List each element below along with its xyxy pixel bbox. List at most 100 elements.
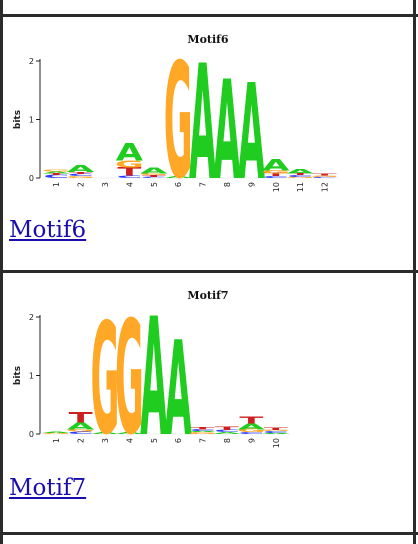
x-tick-label: 9 xyxy=(247,182,256,187)
logo-letter-G: G xyxy=(42,169,71,172)
logo-letter-A: A xyxy=(238,422,266,432)
y-tick-label: 1 xyxy=(29,116,34,125)
logo-letter-A: A xyxy=(165,315,192,465)
y-tick-label: 2 xyxy=(29,57,34,66)
logo-letter-A: A xyxy=(116,432,144,435)
logo-letter-G: G xyxy=(91,292,120,469)
logo-letter-T: T xyxy=(313,173,337,176)
logo-letter-G: G xyxy=(237,429,266,434)
logo-letter-A: A xyxy=(140,166,168,176)
table-border-left xyxy=(0,0,3,544)
logo-letter-T: T xyxy=(239,415,264,426)
logo-letter-G: G xyxy=(261,430,290,432)
logo-letter-A: A xyxy=(189,32,216,213)
logo-letter-T: T xyxy=(69,409,94,426)
logo-letter-G: G xyxy=(261,170,290,175)
table-border-lower xyxy=(0,532,418,535)
x-tick-label: 3 xyxy=(101,438,110,443)
logo-letter-G: G xyxy=(115,287,144,469)
x-tick-label: 2 xyxy=(77,438,86,443)
logo-letter-A: A xyxy=(165,176,193,179)
logo-letter-A: A xyxy=(213,51,240,211)
logo-letter-T: T xyxy=(191,426,215,430)
y-tick-label: 2 xyxy=(29,313,34,322)
logo-letter-A: A xyxy=(213,432,241,435)
motif7-link[interactable]: Motif7 xyxy=(9,475,87,501)
logo-letter-A: A xyxy=(91,432,119,435)
y-tick-label: 0 xyxy=(29,174,34,183)
x-tick-label: 3 xyxy=(101,182,110,187)
logo-letter-A: A xyxy=(238,56,265,209)
logo-letter-G: G xyxy=(188,432,217,435)
motif-cell-2: Motif7 0 1 2 bits G A C G A T A G A G A A G A C T A C T C G A T A C G T… xyxy=(0,273,418,532)
logo-letter-T: T xyxy=(288,173,312,176)
logo-letter-C: C xyxy=(239,432,265,435)
logo-letter-T: T xyxy=(69,172,93,175)
logo-letter-C: C xyxy=(141,176,167,178)
logo-letter-T: T xyxy=(142,175,166,178)
logo-letter-C: C xyxy=(68,173,94,177)
logo-letter-C: C xyxy=(287,175,313,178)
logo-letter-T: T xyxy=(264,427,288,431)
logo-letter-C: C xyxy=(43,174,69,179)
logo-letter-A: A xyxy=(262,156,290,174)
logo-letter-A: A xyxy=(287,167,315,174)
x-tick-label: 4 xyxy=(125,438,134,443)
motif6-link[interactable]: Motif6 xyxy=(9,217,87,243)
x-tick-label: 1 xyxy=(52,438,61,443)
y-tick-label: 0 xyxy=(29,430,34,439)
logo-letter-T: T xyxy=(44,173,68,176)
logo-letter-T: T xyxy=(215,426,239,431)
logo-letter-A: A xyxy=(116,139,144,167)
x-tick-label: 12 xyxy=(321,182,330,192)
logo-letter-G: G xyxy=(164,30,193,213)
logo-letter-A: A xyxy=(140,283,167,469)
logo-letter-A: A xyxy=(67,163,94,174)
logo-letter-A: A xyxy=(189,431,217,433)
logo-letter-G: G xyxy=(286,176,315,178)
sequence-logo-motif7: Motif7 0 1 2 bits G A C G A T A G A G A A G A C T A C T C G A T A C G T… xyxy=(8,279,380,469)
x-tick-label: 7 xyxy=(199,182,208,187)
logo-letter-C: C xyxy=(312,176,338,178)
logo-letter-C: C xyxy=(190,429,216,432)
x-tick-label: 7 xyxy=(199,438,208,443)
logo-letter-G: G xyxy=(310,175,339,177)
logo-letter-C: C xyxy=(263,431,289,434)
x-tick-label: 6 xyxy=(174,182,183,187)
sequence-logo-svg: Motif7012bitsGACGATAGAGAAGACTACTCGATACGT… xyxy=(13,283,290,469)
table-border-top xyxy=(0,14,418,17)
sequence-logo-svg: Motif6012bitsCTAGGCTACTGACTGAAGAAACTGAGC… xyxy=(13,30,339,213)
logo-letter-G: G xyxy=(66,429,95,433)
x-tick-label: 5 xyxy=(150,182,159,187)
logo-letter-A: A xyxy=(262,432,290,434)
sequence-logo-motif6: Motif6 0 1 2 bits C T A G G C T A C T G A C T G A A G A A A C T G A G C… xyxy=(8,23,380,213)
y-tick-label: 1 xyxy=(29,372,34,381)
logo-letter-T: T xyxy=(117,166,141,179)
logo-letter-C: C xyxy=(214,429,240,433)
logo-letter-G: G xyxy=(115,159,144,170)
motif-cell-1: Motif6 0 1 2 bits C T A G G C T A C T G A C T G A A G A A A C T G A G C… xyxy=(0,17,418,270)
x-tick-label: 11 xyxy=(296,182,305,192)
logo-letter-A: A xyxy=(43,431,71,433)
x-tick-label: 2 xyxy=(77,182,86,187)
logo-letter-C: C xyxy=(68,431,94,435)
table-border-middle xyxy=(0,270,418,273)
x-tick-label: 8 xyxy=(223,182,232,187)
x-tick-label: 4 xyxy=(125,182,134,187)
logo-letter-T: T xyxy=(264,173,288,178)
table-border-right xyxy=(413,0,416,544)
y-axis-label: bits xyxy=(13,110,23,129)
logo-letter-G: G xyxy=(66,176,95,179)
logo-letter-A: A xyxy=(43,171,71,174)
x-tick-label: 10 xyxy=(272,438,281,448)
logo-letter-A: A xyxy=(67,421,94,432)
logo-letter-C: C xyxy=(263,176,289,179)
x-tick-label: 10 xyxy=(272,182,281,192)
logo-title: Motif7 xyxy=(187,289,228,302)
x-tick-label: 1 xyxy=(52,182,61,187)
logo-letter-C: C xyxy=(116,175,142,179)
x-tick-label: 5 xyxy=(150,438,159,443)
logo-letter-G: G xyxy=(42,432,71,434)
x-tick-label: 6 xyxy=(174,438,183,443)
